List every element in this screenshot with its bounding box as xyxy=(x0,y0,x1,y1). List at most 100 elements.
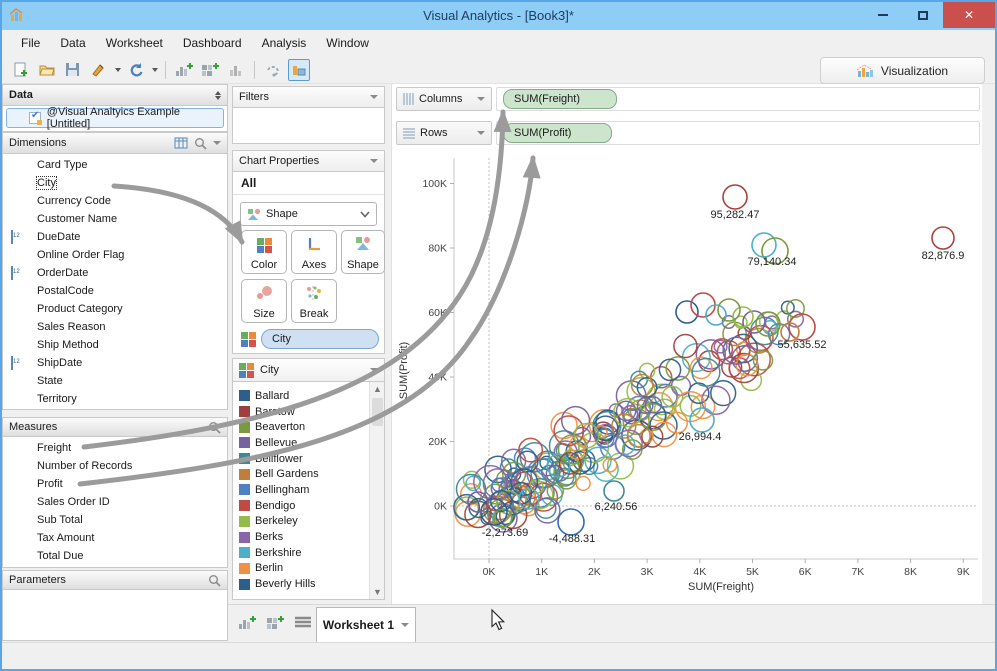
columns-shelf-label[interactable]: Columns xyxy=(396,87,492,111)
scatter-point[interactable] xyxy=(602,457,618,473)
scatter-point[interactable] xyxy=(553,415,585,447)
open-icon[interactable] xyxy=(36,59,58,81)
scatter-point[interactable] xyxy=(722,336,751,365)
parameters-header[interactable]: Parameters xyxy=(2,570,228,590)
minimize-button[interactable] xyxy=(863,2,903,28)
scatter-point[interactable] xyxy=(761,237,789,265)
filters-header[interactable]: Filters xyxy=(232,86,385,108)
scatter-point[interactable] xyxy=(931,226,955,250)
sheet-list-icon[interactable] xyxy=(294,616,312,630)
legend-item[interactable]: Bellevue xyxy=(233,435,368,451)
connection-item[interactable]: @Visual Analtyics Example [Untitled] xyxy=(6,106,224,130)
scatter-point[interactable] xyxy=(594,428,615,449)
connection-checkbox-icon[interactable] xyxy=(29,110,42,125)
chart-properties-collapse-icon[interactable] xyxy=(370,159,378,163)
menu-item[interactable]: File xyxy=(21,36,41,50)
dimension-item[interactable]: Card Type xyxy=(3,156,227,174)
scatter-point[interactable] xyxy=(689,407,715,433)
scatter-point[interactable] xyxy=(490,490,513,513)
dimension-item[interactable]: Sales Reason xyxy=(3,318,227,336)
add-worksheet-icon[interactable] xyxy=(173,59,195,81)
scatter-point[interactable] xyxy=(621,439,643,460)
refresh-icon[interactable] xyxy=(125,59,147,81)
legend-item[interactable]: Barstow xyxy=(233,404,368,420)
scatter-point[interactable] xyxy=(661,385,684,408)
shape-button[interactable]: Shape xyxy=(341,230,385,274)
scatter-point[interactable] xyxy=(595,409,621,435)
legend-item[interactable]: Bendigo xyxy=(233,498,368,514)
measure-item[interactable]: Number of Records xyxy=(3,457,227,475)
chart-properties-header[interactable]: Chart Properties xyxy=(232,150,385,172)
scatter-point[interactable] xyxy=(518,488,540,510)
scatter-point[interactable] xyxy=(780,322,800,342)
scatter-point[interactable] xyxy=(742,310,766,334)
lasso-select-icon[interactable] xyxy=(262,59,284,81)
dimension-item[interactable]: PostalCode xyxy=(3,282,227,300)
scatter-point[interactable] xyxy=(546,482,565,500)
scroll-up-icon[interactable]: ▲ xyxy=(373,384,382,394)
dimensions-menu-icon[interactable] xyxy=(213,141,221,145)
scatter-point[interactable] xyxy=(653,383,678,408)
legend-item[interactable]: Bellingham xyxy=(233,482,368,498)
new-dashboard-icon[interactable] xyxy=(266,615,284,631)
scatter-point[interactable] xyxy=(575,475,591,492)
data-panel-header[interactable]: Data xyxy=(2,84,228,106)
scatter-point[interactable] xyxy=(546,453,571,478)
scatter-point[interactable] xyxy=(732,306,754,328)
scatter-point[interactable] xyxy=(675,300,699,324)
dimension-item[interactable]: Currency Code xyxy=(3,192,227,210)
scatter-point[interactable] xyxy=(467,491,489,513)
scatter-point[interactable] xyxy=(560,405,591,436)
measure-item[interactable]: Sub Total xyxy=(3,511,227,529)
legend-scrollbar[interactable]: ▲ ▼ xyxy=(369,382,384,599)
legend-item[interactable]: Bell Gardens xyxy=(233,466,368,482)
legend-item[interactable]: Beverly Hills xyxy=(233,576,368,592)
legend-item[interactable]: Ballard xyxy=(233,388,368,404)
scatter-point[interactable] xyxy=(755,311,781,337)
dimension-item[interactable]: State xyxy=(3,372,227,390)
scatter-point[interactable] xyxy=(603,480,625,502)
clear-chart-icon[interactable] xyxy=(225,59,247,81)
scatter-point[interactable] xyxy=(493,508,513,528)
legend-item[interactable]: Beaverton xyxy=(233,419,368,435)
scroll-down-icon[interactable]: ▼ xyxy=(373,587,382,597)
scatter-point[interactable] xyxy=(701,385,731,416)
scatter-point[interactable] xyxy=(630,373,654,397)
menu-item[interactable]: Worksheet xyxy=(105,36,163,50)
menu-item[interactable]: Data xyxy=(60,36,86,50)
scatter-point[interactable] xyxy=(455,473,487,505)
legend-item[interactable]: Berkeley xyxy=(233,514,368,530)
scatter-point[interactable] xyxy=(622,407,650,436)
break-button[interactable]: Break xyxy=(291,279,337,323)
search-measures-icon[interactable] xyxy=(208,421,221,434)
visualization-tab[interactable]: Visualization xyxy=(820,57,985,84)
worksheet-tab-menu-icon[interactable] xyxy=(401,623,410,627)
legend-item[interactable]: Bellflower xyxy=(233,451,368,467)
dimension-item[interactable]: Territory xyxy=(3,390,227,408)
measure-item[interactable]: Sales Order ID xyxy=(3,493,227,511)
menu-item[interactable]: Dashboard xyxy=(182,36,242,50)
legend-item[interactable]: Berkshire xyxy=(233,545,368,561)
scatter-point[interactable] xyxy=(713,339,728,354)
search-dimensions-icon[interactable] xyxy=(194,137,207,150)
dimension-item[interactable]: ShipDate xyxy=(3,354,227,372)
scatter-point[interactable] xyxy=(687,382,710,405)
save-icon[interactable] xyxy=(62,59,84,81)
menu-item[interactable]: Analysis xyxy=(261,36,307,50)
new-worksheet-icon[interactable] xyxy=(238,615,256,631)
filters-shelf[interactable] xyxy=(232,108,385,144)
scrollbar-thumb[interactable] xyxy=(372,398,383,426)
scatter-point[interactable] xyxy=(611,413,637,439)
scatter-point[interactable] xyxy=(722,184,748,210)
measure-item[interactable]: Freight xyxy=(3,439,227,457)
scatter-point[interactable] xyxy=(594,424,608,439)
scatter-point[interactable] xyxy=(695,339,727,370)
scatter-point[interactable] xyxy=(556,469,577,490)
scatter-point[interactable] xyxy=(641,425,664,448)
scatter-point[interactable] xyxy=(710,337,734,361)
dimension-item[interactable]: Ship Method xyxy=(3,336,227,354)
scatter-point[interactable] xyxy=(573,422,600,449)
scatter-point[interactable] xyxy=(767,323,791,346)
scatter-point[interactable] xyxy=(731,345,759,372)
scatter-point[interactable] xyxy=(614,429,643,458)
